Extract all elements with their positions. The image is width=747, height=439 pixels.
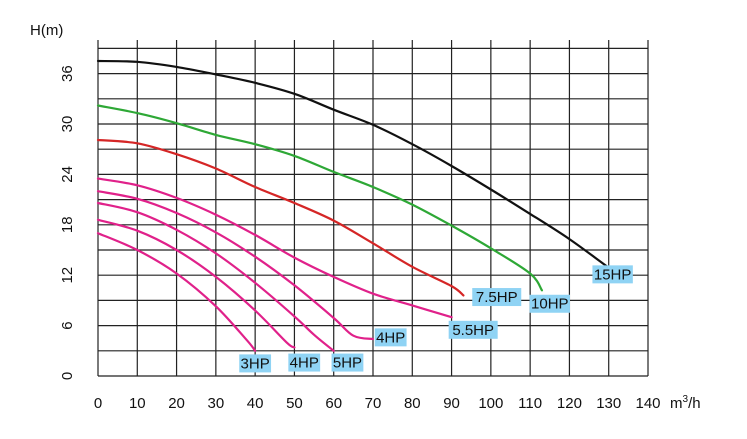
x-tick-label: 140 bbox=[635, 395, 660, 412]
series-label: 7.5HP bbox=[476, 289, 518, 306]
y-tick-label: 12 bbox=[59, 267, 76, 284]
series-label-badge bbox=[239, 354, 272, 373]
series-label-badge bbox=[374, 328, 407, 347]
series-label: 10HP bbox=[531, 296, 569, 313]
x-tick-label: 120 bbox=[557, 395, 582, 412]
x-tick-label: 90 bbox=[443, 395, 460, 412]
x-tick-label: 100 bbox=[478, 395, 503, 412]
x-axis-label: m3/h bbox=[670, 394, 701, 412]
y-tick-label: 0 bbox=[59, 372, 76, 380]
x-tick-label: 30 bbox=[208, 395, 225, 412]
series-label: 3HP bbox=[241, 355, 270, 372]
y-tick-label: 6 bbox=[59, 321, 76, 329]
series-label-badge bbox=[472, 288, 522, 307]
y-tick-label: 36 bbox=[59, 65, 76, 82]
series-line bbox=[96, 104, 543, 292]
x-tick-label: 80 bbox=[404, 395, 421, 412]
series-label-badge bbox=[529, 294, 570, 313]
x-tick-label: 50 bbox=[286, 395, 303, 412]
x-tick-label: 20 bbox=[168, 395, 185, 412]
series-label-badge bbox=[288, 353, 321, 372]
series-line bbox=[96, 59, 622, 277]
y-axis-label: H(m) bbox=[30, 22, 63, 39]
series-label-badge bbox=[448, 320, 498, 339]
series-label: 5.5HP bbox=[452, 322, 494, 339]
y-tick-label: 24 bbox=[59, 166, 76, 183]
grid bbox=[97, 40, 649, 377]
series-line bbox=[96, 190, 375, 341]
x-tick-label: 10 bbox=[129, 395, 146, 412]
x-tick-label: 0 bbox=[94, 395, 102, 412]
series-label: 4HP bbox=[290, 355, 319, 372]
x-axis-ticks: 0 10 20 30 40 50 60 70 80 90 100 110 120 130 140 bbox=[94, 395, 661, 412]
x-tick-label: 110 bbox=[518, 395, 542, 412]
series-line bbox=[96, 232, 257, 352]
series-label: 4HP bbox=[376, 329, 405, 346]
x-tick-label: 130 bbox=[596, 395, 621, 412]
series-curves bbox=[96, 59, 622, 352]
x-axis-unit-sup: 3 bbox=[683, 394, 689, 405]
series-label: 15HP bbox=[594, 266, 632, 283]
series-label-badge bbox=[592, 265, 633, 284]
series-label-badge bbox=[331, 353, 364, 372]
series-line bbox=[96, 138, 465, 297]
x-axis-unit-base: m bbox=[670, 395, 683, 412]
series-labels: 3HP 4HP 5HP 4HP 5.5HP 7.5HP 10HP 15HP bbox=[239, 265, 633, 373]
x-tick-label: 60 bbox=[325, 395, 342, 412]
x-axis-unit-suffix: /h bbox=[688, 395, 701, 412]
series-line bbox=[96, 218, 296, 349]
series-label: 5HP bbox=[333, 355, 362, 372]
y-tick-label: 18 bbox=[59, 216, 76, 233]
series-line bbox=[96, 177, 453, 319]
series-line bbox=[96, 201, 335, 352]
x-tick-label: 40 bbox=[247, 395, 264, 412]
x-tick-label: 70 bbox=[365, 395, 382, 412]
y-axis-ticks: 0 6 12 18 24 30 36 bbox=[59, 65, 76, 380]
y-tick-label: 30 bbox=[59, 116, 76, 133]
